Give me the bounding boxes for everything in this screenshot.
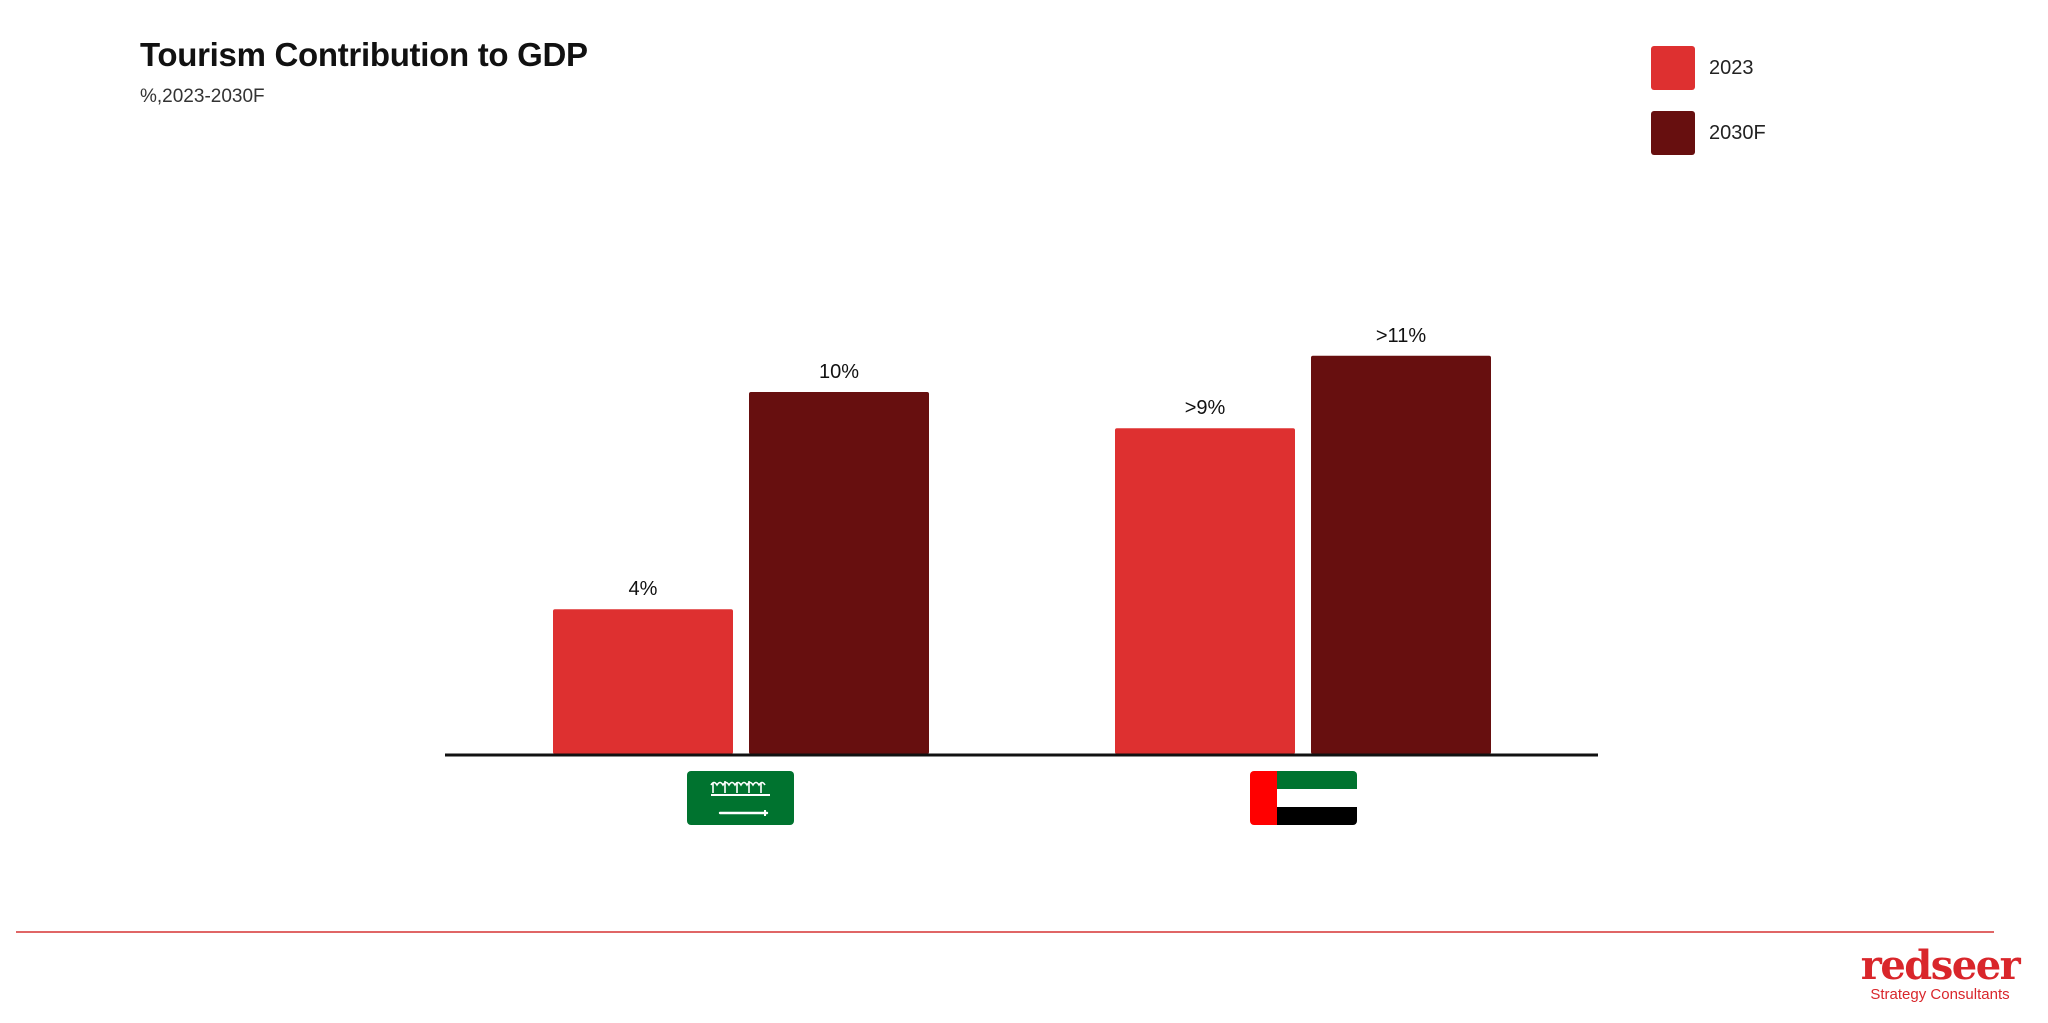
brand-logo: redseer Strategy Consultants (1850, 946, 2030, 1004)
bar-2030f-0 (749, 392, 929, 754)
data-label-2030f-0: 10% (819, 361, 859, 383)
data-label-2030f-1: >11% (1376, 325, 1426, 347)
bar-2030f-1 (1311, 355, 1491, 754)
footer-divider (16, 931, 1994, 933)
legend-swatch-2023 (1651, 46, 1695, 90)
legend-label-2023: 2023 (1709, 57, 1754, 79)
data-label-2023-1: >9% (1185, 397, 1226, 419)
bar-2023-0 (553, 609, 733, 754)
brand-logo-text: redseer (1860, 942, 2021, 989)
saudi-arabia-flag-icon (687, 771, 794, 825)
brand-tagline: Strategy Consultants (1870, 986, 2010, 1003)
legend-label-2030f: 2030F (1709, 122, 1766, 144)
chart-subtitle: %,2023-2030F (140, 86, 265, 107)
legend-swatch-2030f (1651, 111, 1695, 155)
bar-2023-1 (1115, 428, 1295, 754)
chart-title: Tourism Contribution to GDP (140, 36, 588, 73)
data-label-2023-0: 4% (629, 578, 658, 600)
uae-flag-icon (1250, 771, 1357, 825)
